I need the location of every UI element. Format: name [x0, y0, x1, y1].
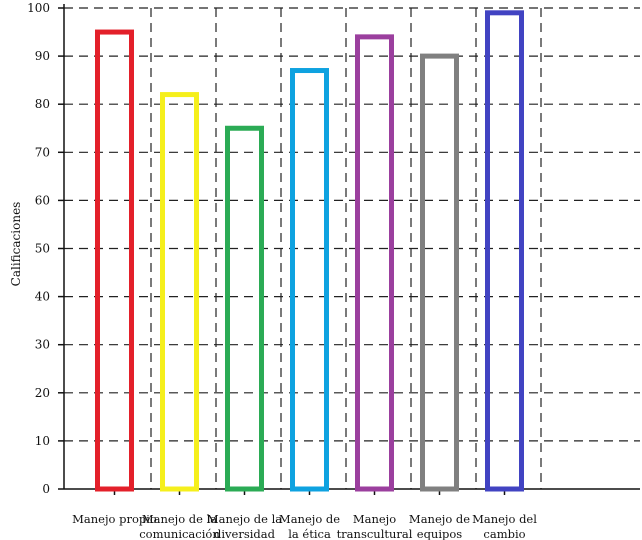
axis-layer [58, 4, 640, 495]
y-tick-label: 60 [35, 193, 50, 207]
y-tick-label: 20 [35, 386, 50, 400]
bar [420, 53, 459, 492]
y-tick-label: 70 [35, 145, 50, 159]
x-tick-label: Manejo transcultural [337, 512, 413, 540]
bar [225, 125, 264, 492]
x-tick-label: Manejo del cambio [472, 512, 537, 540]
y-tick-label: 10 [35, 434, 50, 448]
y-axis-label: Calificaciones [9, 202, 23, 287]
bar [290, 68, 329, 492]
y-tick-label: 90 [35, 49, 50, 63]
y-tick-label: 100 [27, 1, 50, 15]
y-tick-label: 0 [42, 482, 50, 496]
grid-layer [64, 7, 640, 489]
bar [355, 34, 394, 492]
y-tick-label: 40 [35, 290, 50, 304]
y-tick-label: 80 [35, 97, 50, 111]
bar [485, 10, 524, 492]
x-tick-label: Manejo propio [72, 512, 157, 526]
x-tick-label: Manejo de equipos [409, 512, 470, 540]
x-tick-label: Manejo de la diversidad [207, 512, 282, 540]
y-tick-label: 30 [35, 338, 50, 352]
y-tick-label: 50 [35, 242, 50, 256]
bar-layer [95, 10, 524, 492]
bar [160, 92, 199, 492]
x-tick-label: Manejo de la ética [279, 512, 340, 540]
x-tick-label: Manejo de la comunicación [139, 512, 220, 540]
bar [95, 29, 134, 492]
